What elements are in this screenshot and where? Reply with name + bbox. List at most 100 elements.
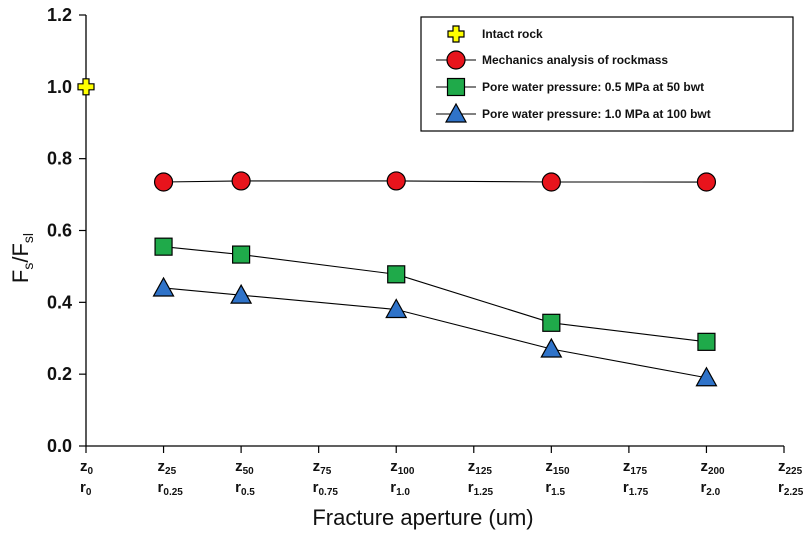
- y-axis-title-slash: /F: [8, 243, 33, 263]
- legend-marker-circle: [446, 50, 466, 70]
- x-tick-label-r: r1.5: [545, 479, 565, 498]
- x-tick-label-z-sub: 0: [88, 466, 94, 477]
- y-tick-label: 0.6: [47, 221, 72, 241]
- data-point-circle: [541, 172, 561, 192]
- x-tick-label-r-sub: 1.75: [629, 487, 649, 498]
- x-tick-label-r-sub: 2.0: [706, 487, 720, 498]
- y-axis-title-sub2: sl: [20, 233, 36, 243]
- x-tick-label-z-letter: z: [623, 458, 631, 475]
- x-tick-label-r-letter: r: [545, 479, 551, 496]
- x-tick-label-r-letter: r: [700, 479, 706, 496]
- x-tick-label-r-sub: 0.5: [241, 487, 255, 498]
- y-axis-title-sub1: s: [20, 263, 36, 270]
- x-axis-ticks: z0r0z25r0.25z50r0.5z75r0.75z100r1.0z125r…: [80, 446, 804, 498]
- x-tick-label-z-sub: 50: [243, 466, 255, 477]
- x-tick-label-r-sub: 0: [86, 487, 92, 498]
- x-tick-label-r-letter: r: [80, 479, 86, 496]
- y-tick-label: 0.0: [47, 436, 72, 456]
- x-tick-label-r-letter: r: [235, 479, 241, 496]
- y-tick-label: 0.2: [47, 364, 72, 384]
- legend-label: Mechanics analysis of rockmass: [482, 53, 668, 67]
- x-tick-label-z: z200: [700, 458, 725, 477]
- data-point-triangle: [230, 283, 253, 304]
- legend-marker-plus: [447, 25, 465, 43]
- x-axis-title: Fracture aperture (um): [312, 505, 533, 530]
- x-tick-label-r: r1.0: [390, 479, 410, 498]
- x-tick-label-z-letter: z: [545, 458, 553, 475]
- data-point-plus: [77, 78, 95, 96]
- y-tick-label: 1.0: [47, 77, 72, 97]
- x-tick-label-r-letter: r: [468, 479, 474, 496]
- x-tick-label-z-letter: z: [390, 458, 398, 475]
- y-tick-label: 0.4: [47, 292, 72, 312]
- x-tick-label-z-letter: z: [158, 458, 166, 475]
- x-tick-label-z: z75: [313, 458, 332, 477]
- legend-label: Pore water pressure: 0.5 MPa at 50 bwt: [482, 80, 704, 94]
- legend: Intact rock Mechanics analysis of rockmas…: [420, 16, 794, 132]
- x-tick-label-r: r0.25: [158, 479, 184, 498]
- data-point-circle: [696, 172, 717, 192]
- x-tick-label-r-sub: 1.5: [551, 487, 565, 498]
- x-tick-label-z: z50: [235, 458, 254, 477]
- legend-label: Pore water pressure: 1.0 MPa at 100 bwt: [482, 107, 711, 121]
- series-triangle: [152, 276, 718, 387]
- legend-marker-triangle: [444, 102, 468, 123]
- data-point-triangle: [695, 366, 718, 387]
- x-tick-label-r-sub: 2.25: [784, 487, 804, 498]
- y-axis-title: Fs/Fsl: [8, 233, 36, 283]
- x-tick-label-r: r0.75: [313, 479, 339, 498]
- data-point-square: [154, 237, 173, 256]
- y-tick-label: 1.2: [47, 5, 72, 25]
- x-tick-label-z-letter: z: [235, 458, 243, 475]
- x-tick-label-r-letter: r: [623, 479, 629, 496]
- data-point-square: [387, 265, 406, 284]
- x-tick-label-z-sub: 200: [708, 466, 725, 477]
- data-point-square: [542, 313, 561, 332]
- y-axis-ticks: 0.0 0.2 0.4 0.6 0.8 1.0 1.2: [47, 5, 86, 456]
- data-point-triangle: [152, 276, 175, 297]
- x-tick-label-z-sub: 25: [165, 466, 177, 477]
- data-point-circle: [153, 172, 174, 192]
- x-tick-label-z-sub: 175: [630, 466, 647, 477]
- x-tick-label-z-letter: z: [80, 458, 88, 475]
- x-tick-label-z-sub: 100: [398, 466, 415, 477]
- x-tick-label-z-letter: z: [778, 458, 786, 475]
- x-tick-label-z-sub: 150: [553, 466, 570, 477]
- x-tick-label-r: r2.0: [700, 479, 720, 498]
- y-tick-label: 0.8: [47, 149, 72, 169]
- x-tick-label-r-sub: 1.25: [474, 487, 494, 498]
- x-tick-label-z-sub: 125: [475, 466, 492, 477]
- x-tick-label-z: z225: [778, 458, 803, 477]
- x-tick-label-z-sub: 75: [320, 466, 332, 477]
- x-tick-label-z: z125: [468, 458, 493, 477]
- x-tick-label-r-sub: 0.75: [319, 487, 339, 498]
- x-tick-label-z: z25: [158, 458, 177, 477]
- legend-marker-square: [446, 77, 466, 97]
- x-tick-label-r: r2.25: [778, 479, 804, 498]
- x-tick-label-r-letter: r: [158, 479, 164, 496]
- y-axis-title-main: F: [8, 270, 33, 283]
- x-tick-label-z: z100: [390, 458, 415, 477]
- x-tick-label-r-letter: r: [390, 479, 396, 496]
- x-tick-label-z: z175: [623, 458, 648, 477]
- x-tick-label-r: r0: [80, 479, 92, 498]
- x-tick-label-r-letter: r: [778, 479, 784, 496]
- data-point-square: [697, 332, 716, 351]
- x-tick-label-z-letter: z: [313, 458, 321, 475]
- data-point-square: [232, 245, 251, 264]
- series-plus: [77, 78, 95, 96]
- x-tick-label-r: r1.25: [468, 479, 494, 498]
- x-tick-label-r: r1.75: [623, 479, 649, 498]
- series-circle: [153, 171, 717, 192]
- x-tick-label-z: z150: [545, 458, 570, 477]
- data-point-circle: [231, 171, 251, 191]
- series-layer: [77, 78, 718, 387]
- data-point-triangle: [385, 298, 408, 319]
- x-tick-label-r-sub: 0.25: [163, 487, 183, 498]
- x-tick-label-r-sub: 1.0: [396, 487, 410, 498]
- legend-label: Intact rock: [482, 27, 543, 41]
- x-tick-label-z-letter: z: [468, 458, 476, 475]
- data-point-circle: [386, 171, 406, 191]
- x-tick-label-r: r0.5: [235, 479, 255, 498]
